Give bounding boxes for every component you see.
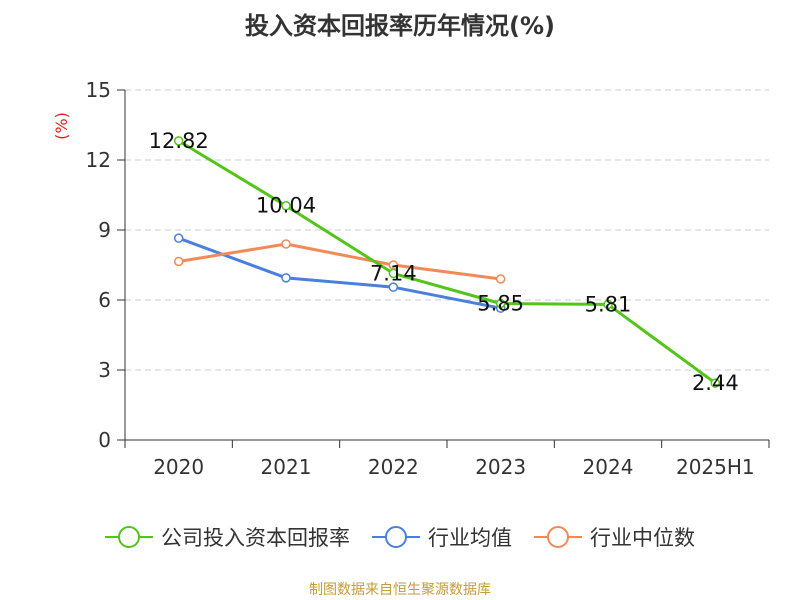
data-labels: 12.82 10.04 7.14 5.85 5.81 2.44 bbox=[149, 129, 739, 395]
legend-circle-icon bbox=[118, 526, 140, 548]
data-point bbox=[388, 282, 399, 292]
data-label: 7.14 bbox=[370, 261, 417, 285]
y-tick-label: 3 bbox=[98, 358, 111, 382]
chart-title: 投入资本回报率历年情况(%) bbox=[245, 12, 555, 40]
data-label: 2.44 bbox=[692, 371, 739, 395]
data-point bbox=[281, 239, 291, 249]
series-lines bbox=[173, 136, 721, 388]
x-tick-label: 2024 bbox=[583, 455, 634, 479]
data-point bbox=[173, 233, 184, 243]
y-tick-label: 15 bbox=[86, 78, 111, 102]
y-axis-label: (%) bbox=[52, 112, 71, 140]
y-tick-label: 0 bbox=[98, 428, 111, 452]
series-line-0 bbox=[177, 139, 717, 385]
data-point bbox=[495, 274, 506, 284]
legend-label: 行业均值 bbox=[428, 526, 512, 550]
data-label: 10.04 bbox=[256, 194, 316, 218]
data-point bbox=[281, 200, 291, 211]
data-point bbox=[603, 299, 613, 310]
data-label: 12.82 bbox=[149, 129, 209, 153]
y-tick-label: 6 bbox=[98, 288, 111, 312]
legend-item-1[interactable]: 行业均值 bbox=[372, 526, 512, 550]
y-tick-label: 12 bbox=[86, 148, 111, 172]
source-note: 制图数据来自恒生聚源数据库 bbox=[309, 582, 491, 598]
x-tick-label: 2021 bbox=[261, 455, 312, 479]
legend-item-2[interactable]: 行业中位数 bbox=[534, 526, 695, 550]
legend-circle-icon bbox=[385, 526, 407, 548]
data-point bbox=[710, 378, 721, 388]
data-point bbox=[495, 298, 506, 309]
series-line-1 bbox=[178, 236, 501, 310]
legend-circle-icon bbox=[547, 526, 569, 548]
x-tick-label: 2020 bbox=[153, 455, 204, 479]
axes: 0 3 6 9 12 15 2020 2021 2022 2023 2024 2025H1 bbox=[86, 78, 770, 479]
y-tick-label: 9 bbox=[98, 218, 111, 242]
data-point bbox=[173, 256, 184, 267]
data-point bbox=[281, 273, 291, 283]
data-label: 5.81 bbox=[585, 292, 632, 316]
legend[interactable]: 公司投入资本回报率 行业均值 行业中位数 bbox=[105, 526, 695, 550]
x-tick-label: 2025H1 bbox=[676, 455, 755, 479]
data-point bbox=[388, 268, 399, 279]
data-label: 5.85 bbox=[477, 292, 524, 316]
legend-item-0[interactable]: 公司投入资本回报率 bbox=[105, 526, 350, 550]
series-line-2 bbox=[178, 242, 501, 281]
legend-label: 公司投入资本回报率 bbox=[161, 526, 350, 550]
x-tick-label: 2023 bbox=[475, 455, 526, 479]
grid-lines bbox=[125, 89, 769, 371]
data-point bbox=[173, 136, 184, 146]
x-tick-label: 2022 bbox=[368, 455, 419, 479]
legend-label: 行业中位数 bbox=[590, 526, 695, 550]
